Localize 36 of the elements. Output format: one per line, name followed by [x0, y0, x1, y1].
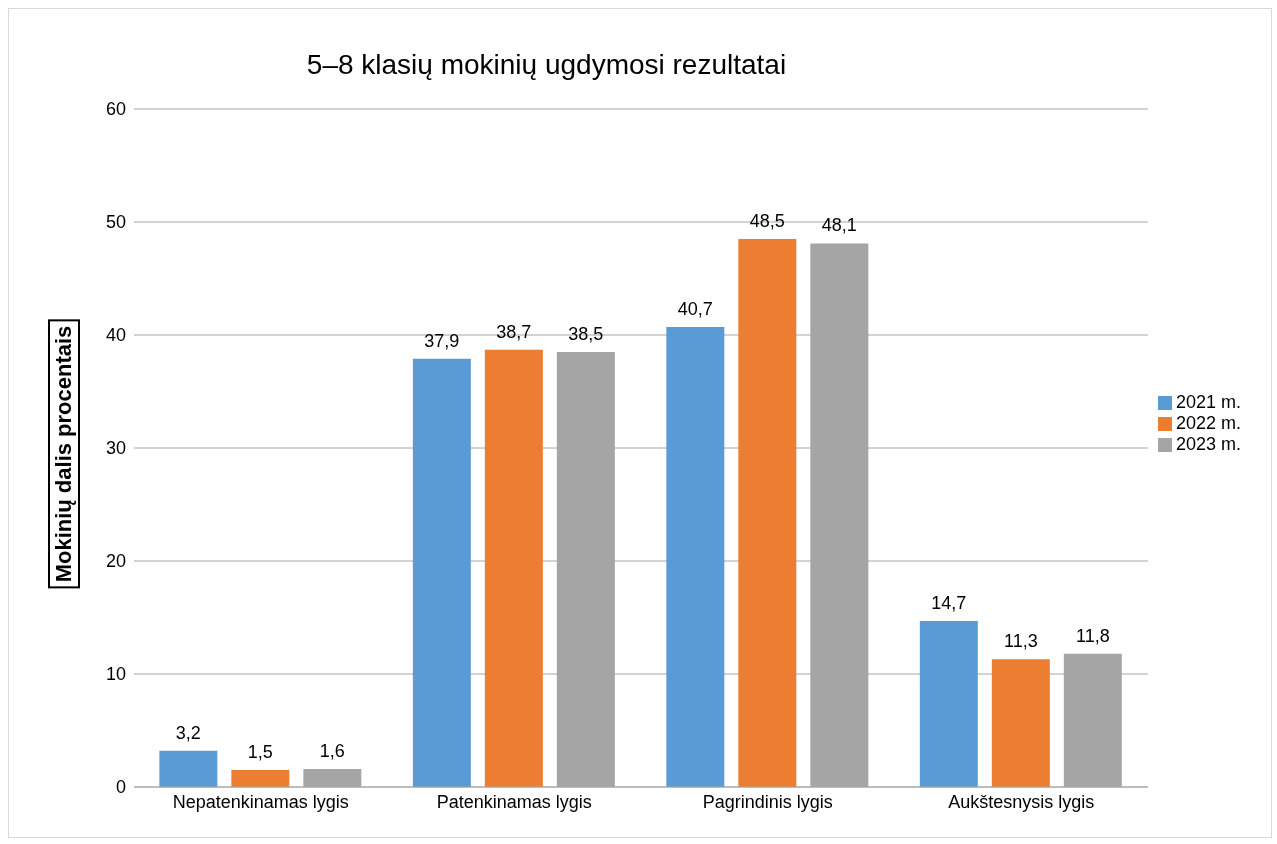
- data-label: 3,2: [175, 722, 201, 743]
- data-label: 38,5: [568, 323, 604, 344]
- data-label: 37,9: [424, 330, 460, 351]
- y-tick-label: 20: [105, 551, 126, 572]
- x-tick-label: Patenkinamas lygis: [436, 791, 592, 812]
- y-tick-label: 0: [115, 777, 126, 798]
- data-label: 1,5: [247, 742, 273, 763]
- y-tick-label: 30: [105, 438, 126, 459]
- chart-title: 5–8 klasių mokinių ugdymosi rezultatai: [305, 49, 788, 81]
- data-label: 14,7: [931, 592, 967, 613]
- data-label: 11,8: [1075, 625, 1110, 646]
- y-tick-label: 60: [105, 99, 126, 120]
- x-tick-label: Pagrindinis lygis: [702, 791, 833, 812]
- bar: [484, 349, 543, 787]
- legend-label: 2021 m.: [1175, 391, 1241, 412]
- bar: [991, 659, 1050, 787]
- y-axis-title: Mokinių dalis procentais: [48, 319, 80, 589]
- data-label: 1,6: [319, 740, 345, 761]
- bar: [231, 770, 290, 787]
- legend-label: 2022 m.: [1175, 412, 1241, 433]
- data-label: 38,7: [496, 321, 532, 342]
- y-tick-label: 10: [105, 664, 126, 685]
- bar: [666, 327, 725, 787]
- bar: [919, 620, 978, 787]
- data-label: 48,5: [749, 210, 785, 231]
- y-tick-label: 50: [105, 212, 126, 233]
- data-label: 11,3: [1003, 631, 1038, 652]
- x-tick-label: Aukštesnysis lygis: [948, 791, 1095, 812]
- bar: [412, 358, 471, 787]
- legend-label: 2023 m.: [1175, 433, 1241, 454]
- data-label: 40,7: [677, 299, 713, 320]
- y-tick-label: 40: [105, 325, 126, 346]
- data-label: 48,1: [821, 215, 857, 236]
- bar: [159, 750, 218, 787]
- bar: [738, 238, 797, 787]
- x-tick-label: Nepatenkinamas lygis: [172, 791, 349, 812]
